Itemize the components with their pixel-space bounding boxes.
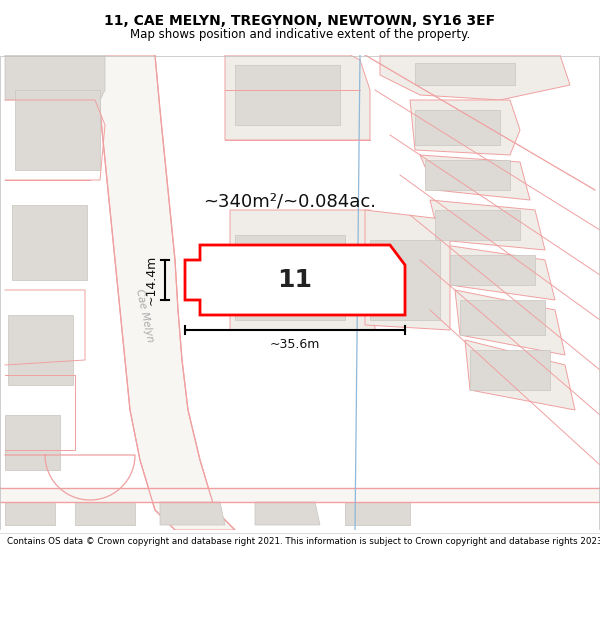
Polygon shape bbox=[380, 55, 570, 100]
Polygon shape bbox=[465, 340, 575, 410]
Text: ~340m²/~0.084ac.: ~340m²/~0.084ac. bbox=[203, 192, 377, 210]
Polygon shape bbox=[160, 502, 225, 525]
Polygon shape bbox=[445, 245, 555, 300]
Polygon shape bbox=[75, 502, 135, 525]
Polygon shape bbox=[345, 502, 410, 525]
Bar bbox=[235, 65, 340, 125]
Polygon shape bbox=[5, 55, 105, 100]
Polygon shape bbox=[230, 210, 375, 330]
Text: ~14.4m: ~14.4m bbox=[145, 255, 158, 305]
Bar bbox=[435, 210, 520, 240]
Bar bbox=[425, 160, 510, 190]
Bar bbox=[470, 350, 550, 390]
Bar bbox=[8, 315, 73, 385]
Bar bbox=[235, 235, 345, 320]
Polygon shape bbox=[95, 55, 235, 530]
Bar bbox=[5, 415, 60, 470]
Polygon shape bbox=[5, 502, 55, 525]
Text: Contains OS data © Crown copyright and database right 2021. This information is : Contains OS data © Crown copyright and d… bbox=[7, 537, 600, 546]
Text: ~35.6m: ~35.6m bbox=[270, 338, 320, 351]
Bar bbox=[15, 90, 100, 170]
Bar bbox=[450, 255, 535, 285]
Bar bbox=[0, 488, 600, 502]
Polygon shape bbox=[365, 210, 450, 330]
Bar bbox=[370, 240, 440, 320]
Bar bbox=[415, 63, 515, 85]
Polygon shape bbox=[410, 100, 520, 155]
Text: Map shows position and indicative extent of the property.: Map shows position and indicative extent… bbox=[130, 28, 470, 41]
Polygon shape bbox=[430, 200, 545, 250]
Polygon shape bbox=[455, 290, 565, 355]
Bar bbox=[415, 110, 500, 145]
Bar bbox=[460, 300, 545, 335]
Polygon shape bbox=[225, 55, 370, 140]
Polygon shape bbox=[185, 245, 405, 315]
Text: 11: 11 bbox=[277, 268, 313, 292]
Polygon shape bbox=[255, 502, 320, 525]
Bar bbox=[12, 205, 87, 280]
Text: Cae Melyn: Cae Melyn bbox=[134, 288, 155, 342]
Polygon shape bbox=[420, 155, 530, 200]
Text: 11, CAE MELYN, TREGYNON, NEWTOWN, SY16 3EF: 11, CAE MELYN, TREGYNON, NEWTOWN, SY16 3… bbox=[104, 14, 496, 28]
